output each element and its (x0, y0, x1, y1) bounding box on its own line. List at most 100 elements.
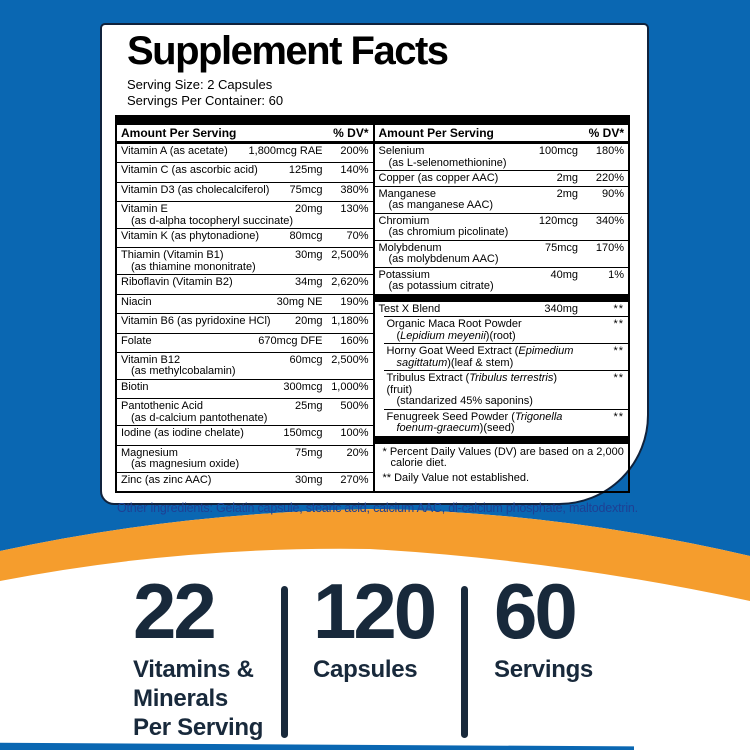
nutrient-row: Vitamin C (as ascorbic acid) 125mg 140% (117, 163, 373, 181)
nutrient-name: Magnesium (as magnesium oxide) (121, 447, 295, 471)
nutrient-row: Zinc (as zinc AAC) 30mg 270% (117, 473, 373, 491)
nutrient-name: Horny Goat Weed Extract (Epimedium sagitt… (387, 345, 579, 369)
facts-column-right: Amount Per Serving % DV* Selenium (as L-s… (372, 116, 629, 492)
nutrient-row: Selenium (as L-selenomethionine) 100mcg 180… (375, 144, 629, 170)
row-separator (374, 266, 628, 268)
row-separator (383, 370, 628, 372)
header-amount-label: Amount Per Serving (121, 125, 237, 140)
nutrient-name: Pantothenic Acid (as d-calcium pantothena… (121, 401, 295, 424)
row-separator (117, 201, 373, 203)
nutrient-amount: 34mg (294, 276, 323, 289)
row-separator (117, 332, 373, 334)
row-separator (117, 228, 373, 230)
nutrient-name: Folate (121, 334, 152, 347)
row-separator (383, 343, 628, 345)
stat-value: 60 (494, 567, 578, 655)
nutrient-dv: 380% (340, 183, 369, 196)
column-header: Amount Per Serving % DV* (375, 125, 629, 142)
nutrient-row: Niacin 30mg NE 190% (117, 295, 373, 313)
nutrient-name: Vitamin A (as acetate) (121, 145, 228, 158)
nutrient-source: foenum-graecum)(seed) (396, 422, 515, 435)
section-divider-bar (374, 293, 628, 302)
nutrient-row: Fenugreek Seed Powder (Trigonella foenum-… (375, 410, 629, 436)
row-separator (117, 293, 373, 295)
wave-blue-top (0, 502, 750, 556)
row-separator (374, 185, 628, 187)
nutrient-amount: 30mg (294, 473, 323, 486)
nutrient-row: Organic Maca Root Powder (Lepidium meyeni… (375, 317, 629, 343)
nutrient-source: (as d-calcium pantothenate) (131, 411, 268, 424)
nutrient-dv: 190% (340, 295, 369, 308)
nutrient-amount: 20mg (294, 315, 323, 328)
nutrient-name: Organic Maca Root Powder (Lepidium meyeni… (387, 318, 579, 342)
row-separator (117, 471, 373, 473)
nutrient-amount: 20mg (294, 203, 323, 216)
nutrient-row: Thiamin (Vitamin B1) (as thiamine mononit… (117, 248, 373, 274)
nutrient-amount: 300mcg (283, 380, 323, 393)
nutrient-source: (as magnesium oxide) (131, 458, 240, 471)
serving-size: Serving Size: 2 Capsules (127, 76, 273, 92)
nutrient-name: Manganese (as manganese AAC) (379, 188, 557, 212)
nutrient-amount: 125mg (288, 164, 323, 177)
nutrient-dv: 2,620% (331, 276, 369, 289)
nutrient-row: Molybdenum (as molybdenum AAC) 75mcg 170% (375, 241, 629, 267)
header-rule (117, 141, 373, 145)
nutrient-dv: 200% (340, 145, 369, 158)
other-ingredients: Other ingredients: Gelatin capsule, stea… (117, 501, 638, 516)
nutrient-amount: 2mg (556, 172, 578, 185)
nutrient-source: (as potassium citrate) (388, 280, 494, 293)
nutrient-name: Copper (as copper AAC) (378, 172, 499, 185)
nutrient-row: Test X Blend 340mg ** (375, 302, 629, 317)
nutrient-amount: 670mcg DFE (258, 334, 323, 347)
nutrient-amount: 120mcg (538, 214, 578, 227)
footnotes: * Percent Daily Values (DV) are based on… (375, 444, 629, 492)
nutrient-dv: 180% (595, 145, 624, 158)
nutrient-dv: 500% (340, 400, 369, 413)
nutrient-name: Zinc (as zinc AAC) (121, 473, 212, 486)
nutrient-source: (Lepidium meyenii)(root) (396, 329, 516, 342)
nutrient-amount: 30mg NE (276, 295, 323, 308)
header-dv-label: % DV* (333, 125, 369, 140)
nutrient-name: Niacin (121, 295, 152, 308)
nutrient-row: Folate 670mcg DFE 160% (117, 334, 373, 352)
nutrient-dv: 270% (340, 473, 369, 486)
nutrient-row: Copper (as copper AAC) 2mg 220% (375, 171, 629, 186)
wave-orange-band (0, 509, 750, 601)
row-separator (374, 239, 628, 241)
stat-label: Servings (494, 656, 593, 684)
stat-vitamins-minerals: 22 Vitamins & Minerals Per Serving (133, 572, 263, 743)
nutrient-row: Vitamin B6 (as pyridoxine HCl) 20mg 1,180% (117, 314, 373, 332)
nutrient-name: Potassium (as potassium citrate) (379, 269, 551, 293)
nutrient-name: Riboflavin (Vitamin B2) (121, 276, 233, 289)
nutrient-source: (as methylcobalamin) (131, 365, 236, 378)
servings-per-container: Servings Per Container: 60 (127, 92, 284, 108)
stat-capsules: 120 Capsules (313, 572, 437, 685)
nutrient-amount: 75mcg (289, 183, 323, 196)
nutrient-dv: 20% (346, 446, 369, 459)
nutrient-dv: ** (613, 372, 624, 385)
nutrient-row: Potassium (as potassium citrate) 40mg 1% (375, 268, 629, 294)
nutrient-name: Vitamin E (as d-alpha tocopheryl succinat… (121, 203, 294, 227)
nutrient-amount: 80mcg (289, 230, 323, 243)
nutrient-rows-left: Vitamin A (as acetate) 1,800mcg RAE 200% Vi… (117, 144, 373, 491)
nutrient-dv: 90% (601, 187, 624, 200)
header-amount-label: Amount Per Serving (378, 125, 494, 140)
header-dv-label: % DV* (588, 125, 624, 140)
row-separator (117, 351, 373, 353)
stat-divider (281, 586, 288, 738)
row-separator (117, 444, 373, 446)
nutrient-row: Magnesium (as magnesium oxide) 75mg 20% (117, 446, 373, 472)
nutrient-row: Vitamin D3 (as cholecalciferol) 75mcg 380% (117, 183, 373, 201)
nutrient-name: Vitamin C (as ascorbic acid) (121, 164, 258, 177)
row-separator (383, 316, 628, 318)
nutrient-source: sagittatum)(leaf & stem) (396, 356, 514, 369)
nutrient-dv: 340% (595, 214, 624, 227)
row-separator (117, 425, 373, 427)
nutrient-name: Test X Blend (378, 302, 441, 315)
nutrient-name: Iodine (as iodine chelate) (121, 427, 244, 440)
nutrient-dv: 70% (346, 230, 369, 243)
stat-label: Capsules (313, 656, 418, 684)
nutrient-name: Fenugreek Seed Powder (Trigonella foenum-… (387, 411, 579, 435)
nutrient-row: Riboflavin (Vitamin B2) 34mg 2,620% (117, 275, 373, 293)
